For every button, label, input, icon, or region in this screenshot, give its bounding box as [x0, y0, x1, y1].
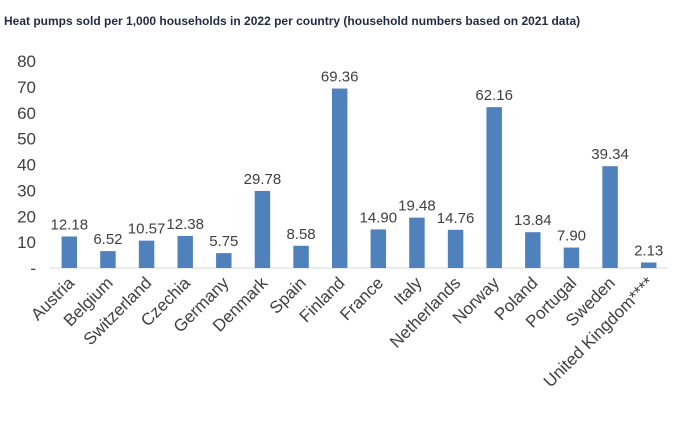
axis-layer: - 10 20 30 40 50 60 70 80: [17, 52, 668, 278]
y-tick-label: 70: [17, 78, 36, 97]
data-label: 10.57: [128, 221, 166, 238]
data-label: 6.52: [93, 231, 122, 248]
bar-poland: [525, 232, 541, 268]
y-tick-label: 20: [17, 207, 36, 226]
x-tick-labels-layer: AustriaBelgiumSwitzerlandCzechiaGermanyD…: [27, 273, 658, 391]
y-tick-label: 50: [17, 130, 36, 149]
y-tick-label: 10: [17, 233, 36, 252]
y-tick-label: 80: [17, 52, 36, 71]
data-label: 29.78: [244, 171, 282, 188]
bar-spain: [293, 245, 309, 268]
bars-layer: [61, 88, 657, 268]
bar-denmark: [254, 190, 271, 268]
bar-france: [370, 229, 387, 268]
y-tick-label: 30: [17, 181, 36, 200]
bar-germany: [216, 253, 232, 268]
bar-portugal: [563, 247, 580, 268]
data-label: 19.48: [398, 198, 436, 215]
bar-italy: [409, 217, 425, 268]
data-label: 14.90: [360, 209, 398, 226]
data-label: 2.13: [634, 242, 663, 259]
data-label: 14.76: [437, 210, 475, 227]
data-label: 7.90: [557, 228, 586, 245]
bar-finland: [331, 88, 348, 268]
bar-norway: [486, 107, 502, 268]
y-tick-label: -: [30, 259, 36, 278]
y-tick-label: 40: [17, 156, 36, 175]
data-labels-layer: 12.186.52 10.57 12.38 5.75 29.78 8.58 69.36 14.…: [51, 69, 664, 260]
data-label: 39.34: [591, 146, 629, 163]
bar-belgium: [100, 251, 116, 268]
bar-united-kingdom: [640, 262, 657, 268]
bar-austria: [61, 236, 78, 268]
data-label: 13.84: [514, 212, 552, 229]
data-label: 69.36: [321, 69, 359, 86]
data-label: 12.38: [166, 216, 204, 233]
bar-netherlands: [447, 229, 464, 268]
data-label: 12.18: [51, 216, 89, 233]
data-label: 8.58: [286, 226, 315, 243]
data-label: 62.16: [475, 87, 513, 104]
bar-switzerland: [138, 240, 155, 268]
bar-sweden: [602, 166, 618, 268]
x-tick-label: France: [336, 273, 387, 324]
y-tick-label: 60: [17, 104, 36, 123]
data-label: 5.75: [209, 233, 238, 250]
bar-czechia: [177, 235, 193, 268]
chart-title: Heat pumps sold per 1,000 households in …: [4, 14, 581, 28]
